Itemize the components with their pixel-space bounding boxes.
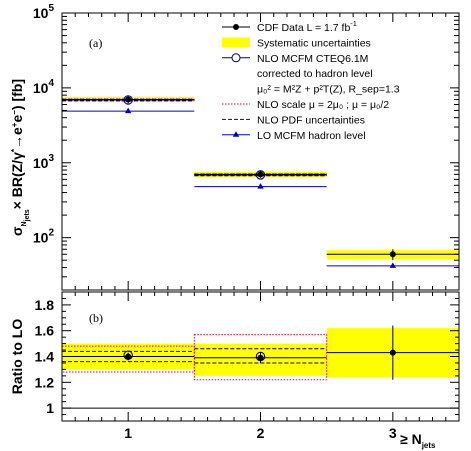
ytick-label-a: 102: [33, 228, 55, 246]
legend-entry: NLO PDF uncertainties: [257, 114, 365, 126]
ytick-label-b: 1: [46, 400, 54, 416]
legend-entry: corrected to hadron level: [257, 68, 373, 80]
ytick-label-b: 1.8: [35, 297, 55, 313]
xtick-label-b: 1: [124, 425, 132, 441]
data-point-b: [125, 353, 132, 360]
data-point-a: [125, 96, 132, 103]
legend-entry: CDF Data L = 1.7 fb-1: [257, 19, 357, 34]
ytick-label-a: 103: [33, 153, 55, 171]
data-point-a: [257, 171, 264, 178]
ylabel-b: Ratio to LO: [9, 319, 25, 395]
xtick-label-b: 3: [389, 425, 397, 441]
lo-point-a: [389, 262, 397, 268]
ytick-label-b: 1.6: [35, 323, 55, 339]
data-point-a: [389, 251, 396, 258]
legend-entry: μ₀² = M²Z + p²T(Z), R_sep=1.3: [257, 84, 400, 96]
ytick-label-b: 1.4: [35, 349, 55, 365]
xlabel-b: ≥ Njets: [400, 431, 436, 450]
legend-marker-syst: [222, 37, 250, 48]
legend-marker-data-point: [233, 24, 239, 30]
data-point-b: [389, 349, 396, 356]
xtick-label-b: 2: [257, 425, 265, 441]
legend: CDF Data L = 1.7 fb-1 Systematic uncertai…: [222, 19, 400, 142]
data-point-b: [257, 354, 264, 361]
panel-label-a: (a): [89, 36, 102, 50]
ylabel-a: σNjets× BR(Z/γ*→e+e−) [fb]: [9, 79, 31, 236]
panel-b: 1 1.2 1.4 1.6 1.8 1 2 3 (b) Ratio to LO ≥ Njets: [9, 291, 460, 450]
legend-entry: LO MCFM hadron level: [257, 130, 366, 142]
lo-point-a: [257, 183, 264, 189]
ytick-label-a: 105: [33, 3, 55, 21]
lo-point-a: [124, 107, 132, 114]
scale-box-b: [193, 334, 328, 381]
ytick-label-a: 104: [33, 78, 55, 96]
legend-entry: NLO MCFM CTEQ6.1M: [257, 53, 368, 65]
legend-marker-nlo-point: [231, 53, 241, 63]
panel-label-b: (b): [89, 311, 103, 325]
legend-entry: NLO scale μ = 2μ₀ ; μ = μ₀/2: [257, 99, 389, 111]
legend-marker-lo-point: [232, 131, 240, 137]
legend-entry: Systematic uncertainties: [257, 37, 371, 49]
panel-a: 102 103 104 105 (a) σNjets× BR(Z/γ*→e+e−) [fb…: [9, 3, 460, 291]
ytick-label-b: 1.2: [35, 374, 55, 390]
